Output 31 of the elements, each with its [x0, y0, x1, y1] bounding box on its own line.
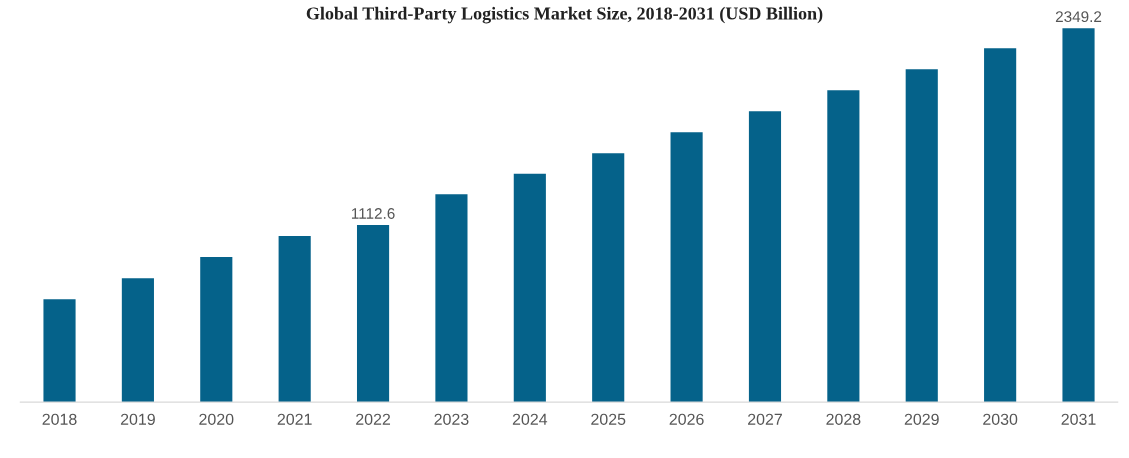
x-tick-label: 2030 [983, 413, 1018, 425]
bar [748, 111, 782, 403]
bar [200, 257, 233, 403]
bar [356, 225, 390, 403]
bar [435, 194, 468, 403]
chart-title: Global Third-Party Logistics Market Size, 2018-2031 (USD Billion) [306, 6, 823, 24]
data-label: 1112.6 [351, 208, 395, 219]
bar [827, 90, 860, 403]
bar [984, 48, 1017, 403]
x-tick-label: 2022 [356, 413, 391, 425]
bar [278, 236, 311, 403]
x-tick-label: 2031 [1061, 413, 1096, 425]
x-tick-label: 2023 [434, 413, 469, 425]
bar [592, 153, 625, 403]
x-tick-label: 2018 [42, 413, 77, 425]
x-tick-label: 2026 [669, 413, 704, 425]
x-tick-label: 2029 [904, 413, 939, 425]
bar [121, 278, 154, 403]
x-tick-label: 2025 [591, 413, 626, 425]
x-tick-label: 2027 [748, 413, 782, 425]
bar [905, 69, 938, 403]
data-label: 2349.2 [1055, 11, 1102, 23]
x-tick-label: 2028 [826, 413, 861, 425]
x-tick-label: 2021 [277, 413, 312, 425]
x-tick-label: 2020 [199, 413, 234, 425]
bar [1062, 28, 1095, 403]
bar [43, 299, 76, 403]
x-tick-label: 2019 [120, 413, 155, 425]
x-tick-label: 2024 [512, 413, 548, 425]
bar [670, 132, 703, 403]
bar [513, 173, 546, 403]
